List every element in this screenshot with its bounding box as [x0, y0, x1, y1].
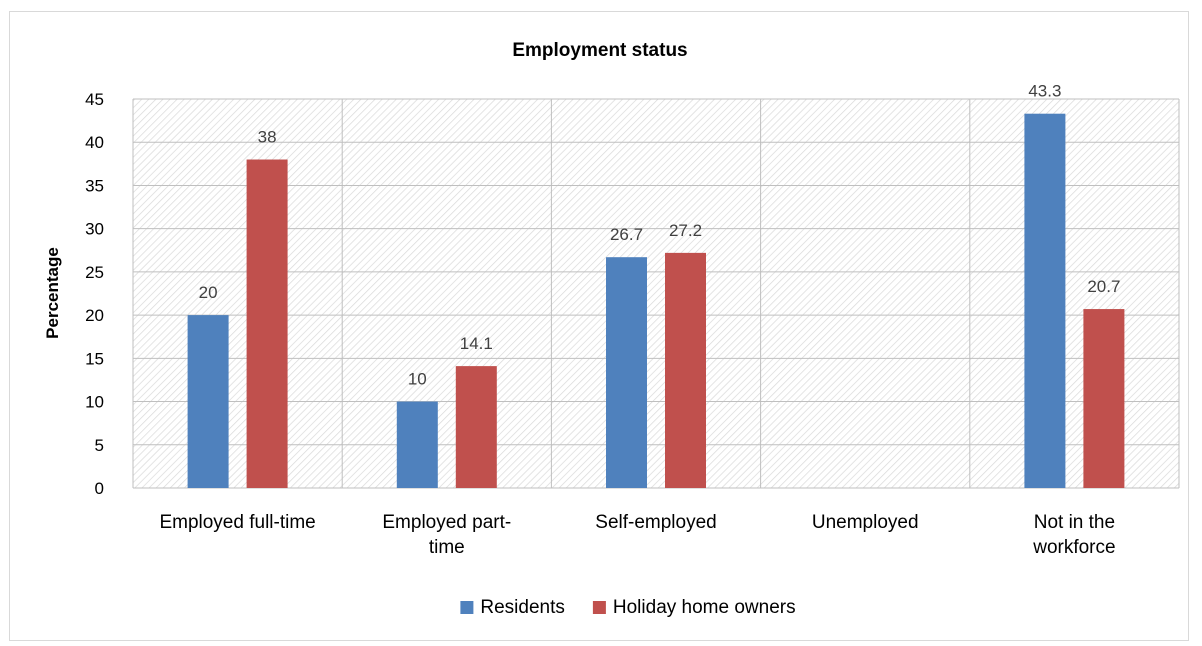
y-tick-label: 5 — [95, 436, 104, 455]
y-tick-label: 45 — [85, 90, 104, 109]
x-tick-label: Not in the workforce — [1032, 512, 1115, 558]
y-tick-label: 10 — [85, 393, 104, 412]
bar-residents — [606, 257, 647, 488]
y-tick-label: 30 — [85, 220, 104, 239]
y-tick-label: 25 — [85, 263, 104, 282]
bar-residents — [1024, 113, 1066, 488]
data-label: 20 — [199, 283, 218, 302]
y-tick-label: 40 — [85, 133, 104, 152]
data-label: 10 — [408, 370, 427, 389]
gridlines — [132, 98, 1180, 489]
legend-item: Residents — [460, 597, 565, 618]
bar-holiday-home-owners — [455, 366, 497, 488]
bar-holiday-home-owners — [246, 159, 288, 488]
bar-residents — [396, 401, 438, 488]
x-tick-label: Employed part-time — [382, 512, 511, 558]
y-axis-ticks: 0 5 10 15 20 25 30 35 40 45 — [85, 90, 104, 498]
x-tick-label: Unemployed — [812, 512, 919, 533]
x-tick-label: Self-employed — [595, 512, 716, 533]
data-label: 14.1 — [460, 334, 493, 353]
data-label: 20.7 — [1087, 277, 1120, 296]
legend-swatch — [460, 601, 474, 614]
y-axis-label: Percentage — [43, 247, 62, 339]
legend: Residents Holiday home owners — [460, 597, 796, 618]
data-labels: 20 10 26.7 43.3 38 14.1 27.2 20.7 — [199, 82, 1121, 389]
bar-holiday-home-owners — [1083, 309, 1125, 488]
legend-label: Residents — [480, 597, 565, 618]
data-label: 38 — [258, 128, 277, 147]
bars — [187, 113, 1125, 488]
data-label: 43.3 — [1028, 82, 1061, 101]
legend-swatch — [592, 601, 606, 614]
legend-label: Holiday home owners — [613, 597, 796, 618]
data-label: 27.2 — [669, 221, 702, 240]
bar-holiday-home-owners — [665, 252, 706, 488]
y-tick-label: 35 — [85, 176, 104, 195]
chart-title: Employment status — [512, 40, 687, 61]
y-tick-label: 0 — [95, 479, 104, 498]
x-axis-ticks: Employed full-time Employed part-time Self… — [159, 512, 1115, 558]
bar-residents — [187, 315, 229, 488]
legend-item: Holiday home owners — [592, 597, 796, 618]
data-label: 26.7 — [610, 225, 643, 244]
y-tick-label: 15 — [85, 349, 104, 368]
y-tick-label: 20 — [85, 306, 104, 325]
plot-area — [133, 99, 1179, 488]
x-tick-label: Employed full-time — [159, 512, 315, 533]
